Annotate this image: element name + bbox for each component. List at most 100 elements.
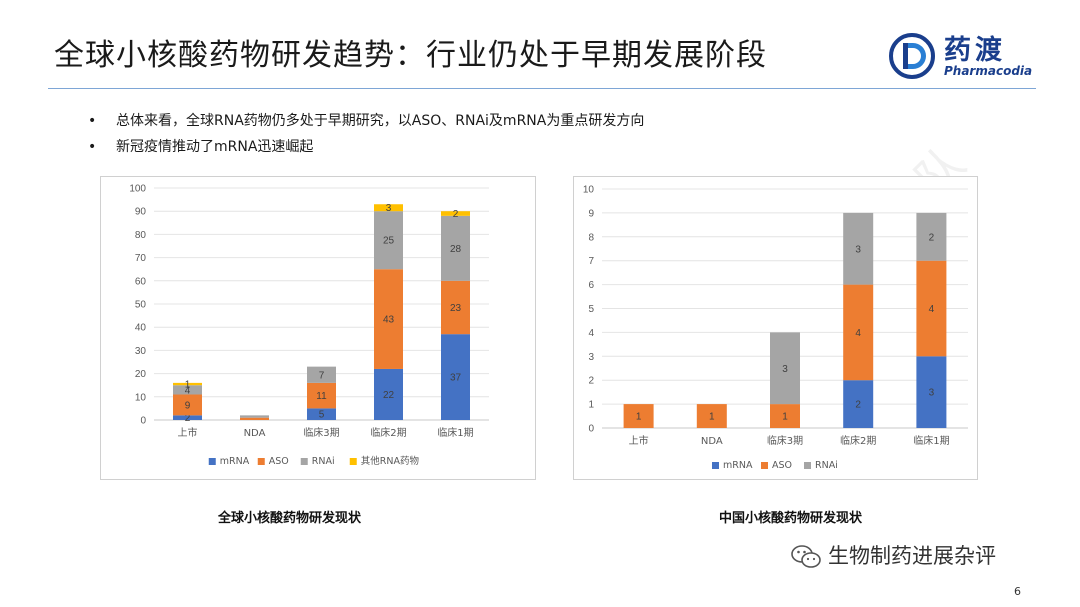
x-tick-label: 上市 xyxy=(178,426,198,439)
bar-RNAi xyxy=(307,366,336,383)
legend-label: mRNA xyxy=(220,456,250,467)
logo-text-cn: 药渡 xyxy=(944,35,1006,66)
y-tick-label: 20 xyxy=(135,369,147,380)
y-tick-label: 10 xyxy=(135,392,147,403)
bar-其他RNA药物 xyxy=(441,211,470,216)
bullet-text: 新冠疫情推动了mRNA迅速崛起 xyxy=(116,139,314,155)
bar-其他RNA药物 xyxy=(173,382,202,386)
legend-swatch xyxy=(349,458,357,465)
bullet-marker: • xyxy=(88,139,97,155)
bar-mRNA xyxy=(916,356,947,428)
bar-ASO xyxy=(623,404,654,428)
bar-RNAi xyxy=(173,385,202,395)
china-chart-svg: 0 1 2 3 4 5 6 7 8 9 10 上市 1 NDA 1 临床3期 1 3 临床2期 2 4 3 临床1期 3 4 2 m… xyxy=(583,185,968,471)
page-number: 6 xyxy=(1014,585,1021,598)
data-label: 7 xyxy=(319,370,325,381)
x-tick-label: 上市 xyxy=(629,434,649,447)
legend-swatch xyxy=(208,458,216,465)
bar-ASO xyxy=(696,404,727,428)
bar-RNAi xyxy=(916,212,947,261)
y-tick-label: 90 xyxy=(135,207,147,218)
bar-ASO xyxy=(916,260,947,357)
legend-label: RNAi xyxy=(815,460,838,471)
data-label: 5 xyxy=(319,410,325,421)
data-label: 1 xyxy=(636,412,642,423)
bar-RNAi xyxy=(240,415,269,418)
y-tick-label: 70 xyxy=(135,253,147,264)
legend-label: ASO xyxy=(269,456,289,467)
global-chart-svg: 0 10 20 30 40 50 60 70 80 90 100 上市 2 9 41 NDA 临床3期 5 11 7 临… xyxy=(129,184,489,467)
bar-RNAi xyxy=(374,211,403,270)
page-title: 全球小核酸药物研发趋势：行业仍处于早期发展阶段 xyxy=(54,38,767,73)
bar-其他RNA药物 xyxy=(374,204,403,212)
data-label: 1 xyxy=(185,380,191,391)
data-label: 2 xyxy=(185,413,191,424)
bar-mRNA xyxy=(441,334,470,420)
wechat-icon xyxy=(791,545,821,568)
x-tick-label: 临床2期 xyxy=(840,434,876,447)
watermark-text: 生物制药进展杂评 xyxy=(828,544,996,568)
data-label: 23 xyxy=(450,303,462,314)
bar-ASO xyxy=(307,382,336,409)
global-chart-caption: 全球小核酸药物研发现状 xyxy=(218,511,362,526)
legend-label: RNAi xyxy=(312,456,335,467)
china-chart-caption: 中国小核酸药物研发现状 xyxy=(719,511,863,526)
x-tick-label: 临床3期 xyxy=(767,434,803,447)
y-tick-label: 10 xyxy=(583,185,595,196)
y-tick-label: 7 xyxy=(588,256,594,267)
y-tick-label: 9 xyxy=(588,208,594,219)
data-label: 3 xyxy=(929,388,935,399)
legend-swatch xyxy=(761,462,768,469)
data-label: 37 xyxy=(450,373,462,384)
x-tick-label: 临床1期 xyxy=(913,434,949,447)
bar-mRNA xyxy=(843,380,874,428)
data-label: 28 xyxy=(450,244,462,255)
y-tick-label: 0 xyxy=(588,424,594,435)
y-tick-label: 100 xyxy=(129,184,146,195)
wechat-watermark: 生物制药进展杂评 xyxy=(790,540,996,571)
x-tick-label: NDA xyxy=(701,436,723,447)
bar-RNAi xyxy=(843,212,874,285)
bar-ASO xyxy=(240,417,269,420)
company-logo: 药渡 Pharmacodia xyxy=(888,30,1048,86)
bullet-list: • 总体来看，全球RNA药物仍多处于早期研究，以ASO、RNAi及mRNA为重点… xyxy=(88,108,644,160)
y-tick-label: 8 xyxy=(588,232,594,243)
bar-ASO xyxy=(441,280,470,335)
data-label: 1 xyxy=(782,412,788,423)
y-tick-label: 60 xyxy=(135,276,147,287)
legend-label: mRNA xyxy=(723,460,753,471)
data-label: 4 xyxy=(855,328,861,339)
legend-swatch xyxy=(712,462,719,469)
y-tick-label: 1 xyxy=(588,400,594,411)
legend-swatch xyxy=(257,458,265,465)
data-label: 4 xyxy=(185,385,191,396)
bar-ASO xyxy=(843,284,874,381)
y-tick-label: 3 xyxy=(588,352,594,363)
bullet-text: 总体来看，全球RNA药物仍多处于早期研究，以ASO、RNAi及mRNA为重点研发… xyxy=(116,113,645,129)
data-label: 9 xyxy=(185,400,191,411)
legend-label: 其他RNA药物 xyxy=(361,455,420,467)
title-divider xyxy=(48,88,1036,89)
bullet-item: • 总体来看，全球RNA药物仍多处于早期研究，以ASO、RNAi及mRNA为重点… xyxy=(88,108,644,134)
data-label: 25 xyxy=(383,236,395,247)
bar-mRNA xyxy=(374,368,403,420)
data-label: 2 xyxy=(929,232,935,243)
legend-swatch xyxy=(804,462,811,469)
pharmacodia-logo-icon xyxy=(889,33,935,79)
china-pipeline-chart: 0 1 2 3 4 5 6 7 8 9 10 上市 1 NDA 1 临床3期 1 3 临床2期 2 4 3 临床1期 3 4 2 m… xyxy=(573,176,978,480)
data-label: 43 xyxy=(383,315,395,326)
bar-ASO xyxy=(374,269,403,369)
y-tick-label: 50 xyxy=(135,300,147,311)
global-pipeline-chart: 0 10 20 30 40 50 60 70 80 90 100 上市 2 9 4 1 NDA 临床3期 5 11 7 临… xyxy=(100,176,536,480)
y-tick-label: 0 xyxy=(140,416,146,427)
y-tick-label: 30 xyxy=(135,346,147,357)
y-tick-label: 5 xyxy=(588,304,594,315)
logo-text-en: Pharmacodia xyxy=(944,64,1033,78)
y-tick-label: 6 xyxy=(588,280,594,291)
bar-mRNA xyxy=(173,415,202,420)
bar-mRNA xyxy=(307,408,336,420)
bar-ASO xyxy=(173,394,202,416)
data-label: 4 xyxy=(929,304,935,315)
data-label: 3 xyxy=(782,364,788,375)
bullet-marker: • xyxy=(88,113,97,129)
